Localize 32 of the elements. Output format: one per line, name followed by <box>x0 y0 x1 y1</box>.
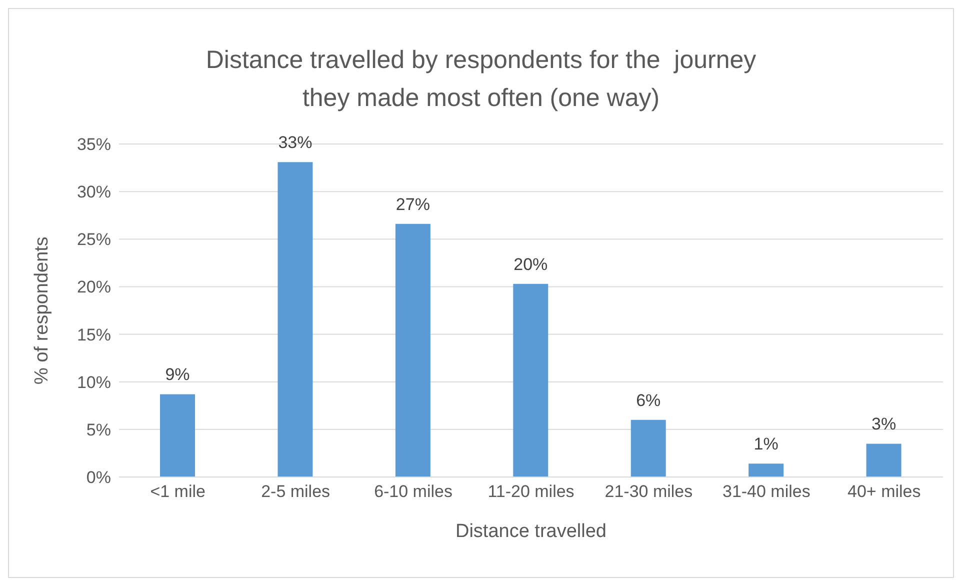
data-label: 27% <box>396 194 430 214</box>
y-tick-label: 10% <box>76 372 111 392</box>
bar <box>748 464 784 477</box>
y-tick-label: 25% <box>76 230 111 250</box>
data-label: 1% <box>754 434 778 454</box>
x-tick-label: 21-30 miles <box>604 482 693 502</box>
data-label: 9% <box>165 365 190 384</box>
y-axis-title: % of respondents <box>32 236 53 384</box>
y-tick-label: 35% <box>76 135 111 154</box>
y-tick-label: 20% <box>76 278 111 297</box>
y-tick-label: 0% <box>86 468 111 488</box>
x-axis-title: Distance travelled <box>455 521 607 542</box>
x-tick-label: 6-10 miles <box>374 482 452 502</box>
bar <box>278 162 313 477</box>
data-label: 20% <box>514 254 548 274</box>
x-tick-label: <1 mile <box>150 482 206 502</box>
bar <box>395 224 430 477</box>
data-label: 3% <box>871 414 896 434</box>
y-tick-label: 5% <box>86 420 111 440</box>
x-tick-label: 40+ miles <box>848 482 921 502</box>
x-tick-label: 2-5 miles <box>261 482 330 502</box>
bar <box>160 394 195 477</box>
bar <box>630 420 666 477</box>
data-label: 6% <box>636 390 661 410</box>
y-tick-label: 30% <box>76 182 111 202</box>
data-label: 33% <box>278 133 312 152</box>
y-tick-label: 15% <box>76 325 111 344</box>
x-tick-label: 31-40 miles <box>722 482 810 502</box>
x-tick-label: 11-20 miles <box>488 482 574 502</box>
bar <box>513 284 548 477</box>
chart-title: Distance travelled by respondents for the journey they made most often (one way) <box>204 45 758 114</box>
bar <box>866 444 902 477</box>
